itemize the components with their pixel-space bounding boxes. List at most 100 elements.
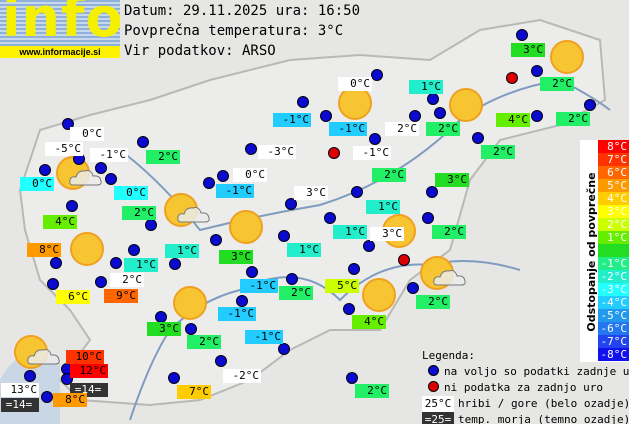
station-dot-icon[interactable] <box>427 93 439 105</box>
station-dot-icon[interactable] <box>110 257 122 269</box>
station-dot-icon[interactable] <box>95 276 107 288</box>
station-no-data-dot-icon[interactable] <box>328 147 340 159</box>
station-temperature-label: =14= <box>1 398 39 412</box>
station-dot-icon[interactable] <box>185 323 197 335</box>
station-dot-icon[interactable] <box>286 273 298 285</box>
station-dot-icon[interactable] <box>531 110 543 122</box>
station-dot-icon[interactable] <box>407 282 419 294</box>
station-dot-icon[interactable] <box>128 244 140 256</box>
station-temperature-label: 2°C <box>481 145 515 159</box>
station-dot-icon[interactable] <box>24 370 36 382</box>
station-dot-icon[interactable] <box>371 69 383 81</box>
scale-swatch: -2°C <box>598 270 629 283</box>
station-dot-icon[interactable] <box>531 65 543 77</box>
station-temperature-label: 2°C <box>426 122 460 136</box>
sunny-icon <box>550 40 584 74</box>
cloud-icon <box>177 207 210 223</box>
station-temperature-label: 0°C <box>338 77 372 91</box>
station-dot-icon[interactable] <box>236 295 248 307</box>
station-temperature-label: 2°C <box>146 150 180 164</box>
station-temperature-label: 3°C <box>370 227 404 241</box>
station-dot-icon[interactable] <box>210 234 222 246</box>
station-temperature-label: -1°C <box>216 184 254 198</box>
station-temperature-label: 2°C <box>540 77 574 91</box>
station-dot-icon[interactable] <box>343 303 355 315</box>
station-temperature-label: 2°C <box>122 206 156 220</box>
station-dot-icon[interactable] <box>217 170 229 182</box>
station-temperature-label: 2°C <box>416 295 450 309</box>
station-dot-icon[interactable] <box>278 230 290 242</box>
station-temperature-label: 10°C <box>66 350 104 364</box>
sunny-icon <box>173 286 207 320</box>
station-dot-icon[interactable] <box>278 343 290 355</box>
station-dot-icon[interactable] <box>285 198 297 210</box>
scale-swatch: 5°C <box>598 179 629 192</box>
sunny-icon <box>70 232 104 266</box>
average-temperature: Povprečna temperatura: 3°C <box>124 23 344 39</box>
station-dot-icon[interactable] <box>351 186 363 198</box>
scale-swatch: -1°C <box>598 257 629 270</box>
sunny-icon <box>338 86 372 120</box>
station-dot-icon[interactable] <box>434 107 446 119</box>
station-dot-icon[interactable] <box>422 212 434 224</box>
station-dot-icon[interactable] <box>297 96 309 108</box>
station-temperature-label: 0°C <box>233 168 267 182</box>
station-no-data-dot-icon[interactable] <box>398 254 410 266</box>
station-dot-icon[interactable] <box>203 177 215 189</box>
station-dot-icon[interactable] <box>168 372 180 384</box>
station-temperature-label: 1°C <box>333 225 367 239</box>
station-dot-icon[interactable] <box>105 173 117 185</box>
station-temperature-label: 3°C <box>219 250 253 264</box>
station-temperature-label: 13°C <box>1 383 39 397</box>
station-dot-icon[interactable] <box>215 355 227 367</box>
scale-swatch: -5°C <box>598 309 629 322</box>
station-temperature-label: 8°C <box>53 393 87 407</box>
station-dot-icon[interactable] <box>409 110 421 122</box>
station-dot-icon[interactable] <box>584 99 596 111</box>
station-temperature-label: 2°C <box>556 112 590 126</box>
station-dot-icon[interactable] <box>39 164 51 176</box>
station-dot-icon[interactable] <box>169 258 181 270</box>
legend-mountain-text: hribi / gore (belo ozadje) <box>458 397 629 410</box>
scale-swatch: 2°C <box>598 218 629 231</box>
station-temperature-label: 7°C <box>177 385 211 399</box>
logo-text: info <box>2 0 120 49</box>
station-dot-icon[interactable] <box>346 372 358 384</box>
station-dot-icon[interactable] <box>324 212 336 224</box>
station-temperature-label: 3°C <box>294 186 328 200</box>
station-temperature-label: -2°C <box>223 369 261 383</box>
station-dot-icon[interactable] <box>95 162 107 174</box>
station-dot-icon[interactable] <box>245 143 257 155</box>
station-temperature-label: 4°C <box>496 113 530 127</box>
scale-swatch: 6°C <box>598 166 629 179</box>
station-dot-icon[interactable] <box>41 391 53 403</box>
station-temperature-label: 1°C <box>165 244 199 258</box>
station-dot-icon[interactable] <box>472 132 484 144</box>
station-temperature-label: 5°C <box>325 279 359 293</box>
logo-url-link[interactable]: www.informacije.si <box>0 46 120 58</box>
station-dot-icon[interactable] <box>516 29 528 41</box>
scale-swatch: 1°C <box>598 231 629 244</box>
station-temperature-label: 2°C <box>187 335 221 349</box>
station-temperature-label: -1°C <box>240 279 278 293</box>
station-dot-icon[interactable] <box>47 278 59 290</box>
station-temperature-label: 3°C <box>511 43 545 57</box>
station-dot-icon[interactable] <box>66 200 78 212</box>
station-dot-icon[interactable] <box>50 257 62 269</box>
station-dot-icon[interactable] <box>369 133 381 145</box>
station-temperature-label: 2°C <box>372 168 406 182</box>
station-no-data-dot-icon[interactable] <box>506 72 518 84</box>
station-temperature-label: -1°C <box>353 146 391 160</box>
sunny-icon <box>362 278 396 312</box>
station-dot-icon[interactable] <box>137 136 149 148</box>
station-dot-icon[interactable] <box>145 219 157 231</box>
scale-swatch: -7°C <box>598 335 629 348</box>
station-dot-icon[interactable] <box>363 240 375 252</box>
station-dot-icon[interactable] <box>348 263 360 275</box>
station-dot-icon[interactable] <box>320 110 332 122</box>
station-dot-icon[interactable] <box>246 266 258 278</box>
station-temperature-label: 2°C <box>385 122 419 136</box>
station-dot-icon[interactable] <box>426 186 438 198</box>
informacije-logo[interactable]: info www.informacije.si <box>0 0 120 58</box>
station-temperature-label: 6°C <box>56 290 90 304</box>
